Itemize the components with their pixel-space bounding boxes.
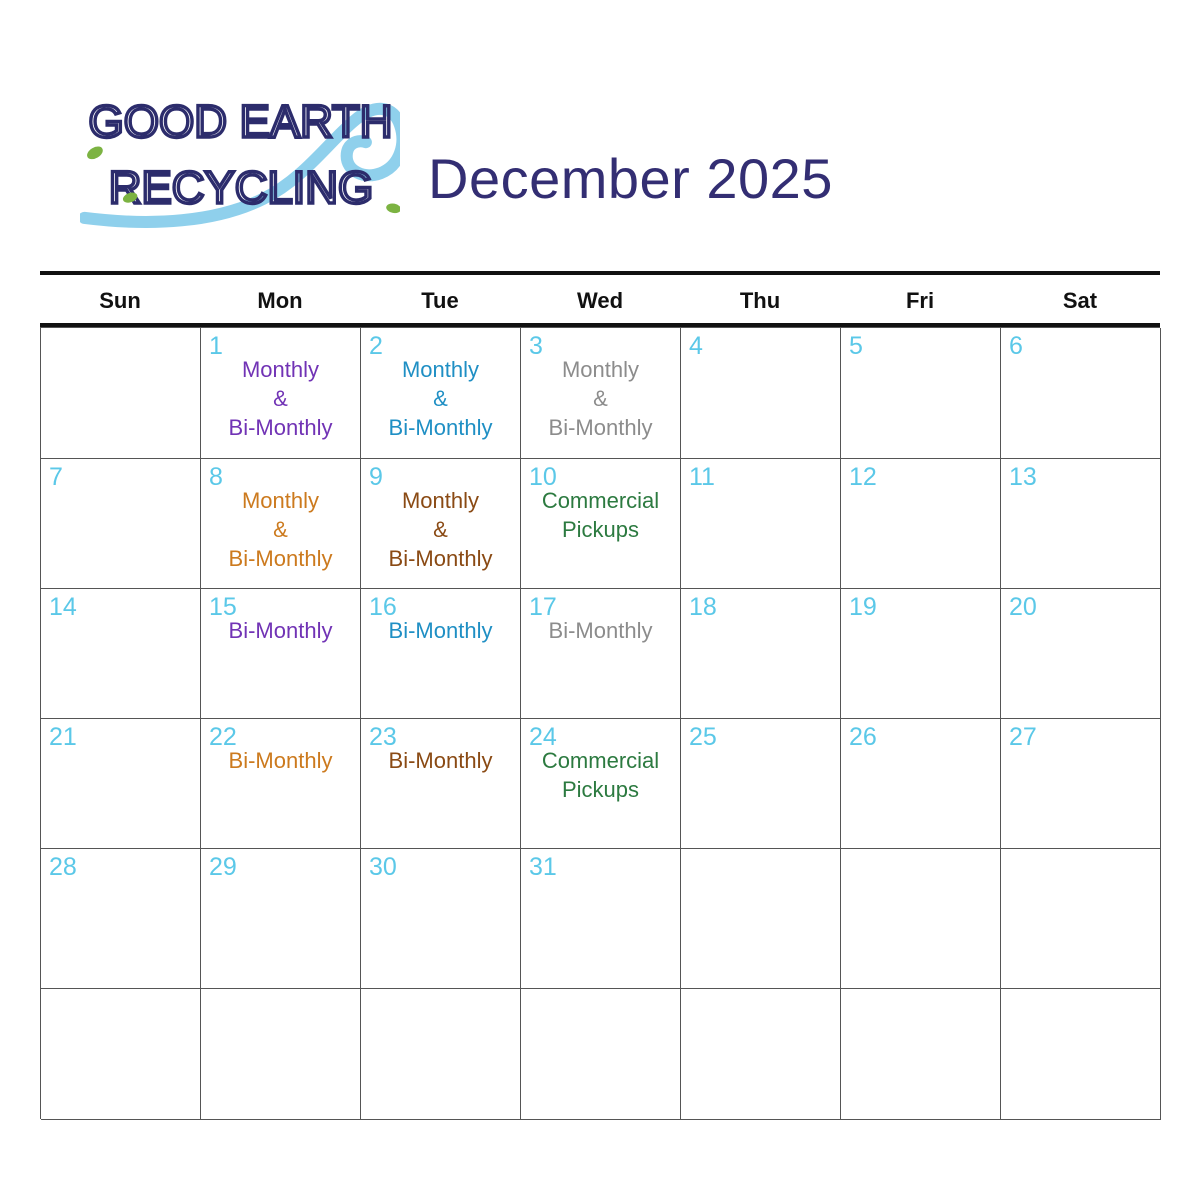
svg-text:GOOD EARTH: GOOD EARTH [89,96,393,147]
svg-text:RECYCLING: RECYCLING [109,162,373,213]
